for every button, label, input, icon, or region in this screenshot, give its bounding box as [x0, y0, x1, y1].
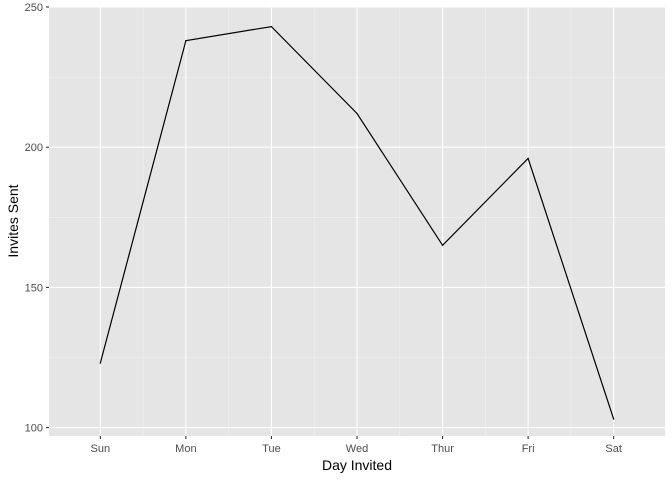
x-tick-label: Thur [431, 443, 454, 455]
x-axis-title: Day Invited [322, 457, 392, 473]
x-tick-label: Sat [605, 443, 622, 455]
data-point [527, 157, 529, 160]
data-point [99, 362, 101, 364]
series [99, 25, 615, 420]
data-point [356, 112, 358, 115]
x-tick-label: Mon [175, 443, 196, 455]
x-tick-label: Sun [91, 443, 111, 455]
x-tick-label: Tue [262, 443, 281, 455]
data-point [270, 26, 273, 28]
data-point [185, 40, 187, 42]
y-tick-label: 150 [25, 282, 43, 294]
x-tick-label: Wed [346, 443, 368, 455]
data-point [613, 418, 615, 420]
gridlines [49, 6, 665, 436]
x-tick-label: Fri [522, 443, 535, 455]
y-tick-label: 100 [25, 423, 43, 435]
axes: 100 150 200 250 Sun Mon Tue Wed Thur Fri Sat [25, 2, 622, 455]
y-tick-label: 200 [25, 142, 43, 154]
y-tick-label: 250 [25, 2, 43, 14]
data-point [441, 244, 444, 246]
y-axis-title: Invites Sent [5, 184, 21, 257]
